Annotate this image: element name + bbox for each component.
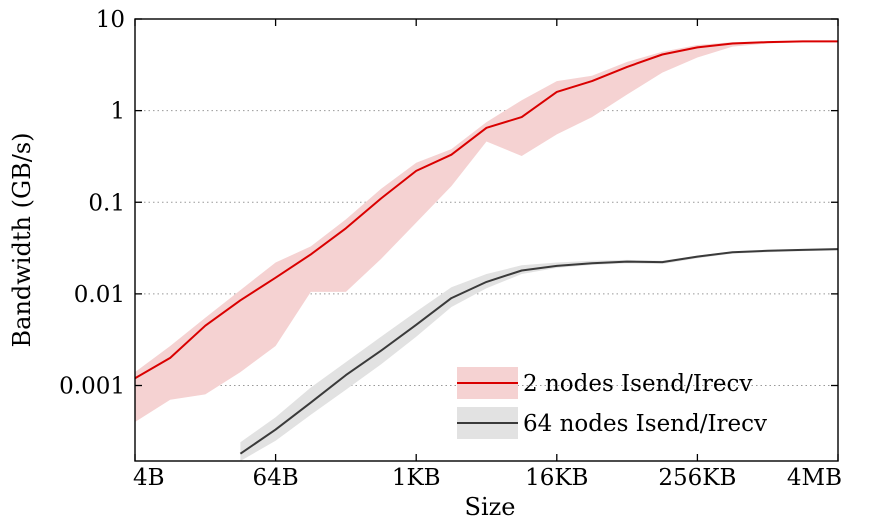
x-tick-label: 4MB [787, 465, 842, 491]
y-tick-label: 10 [96, 7, 125, 33]
series-bands [135, 40, 838, 461]
x-tick-label: 4B [133, 465, 165, 491]
series-2-band [240, 248, 838, 461]
y-axis-label: Bandwidth (GB/s) [8, 132, 36, 347]
legend-label: 64 nodes Isend/Irecv [523, 411, 767, 437]
series-lines [135, 40, 838, 455]
series-1-line [135, 40, 838, 380]
tick-labels: 10 1 0.1 0.01 0.001 4B 64B 1KB 16KB 256KB 4MB [59, 7, 842, 491]
x-tick-label: 1KB [392, 465, 441, 491]
y-tick-label: 0.01 [74, 282, 125, 308]
x-tick-label: 64B [253, 465, 299, 491]
series-2-line [239, 248, 838, 455]
y-tick-label: 0.1 [88, 190, 125, 216]
y-tick-label: 1 [110, 99, 125, 125]
series-1-band [135, 40, 838, 422]
x-tick-label: 16KB [525, 465, 588, 491]
legend-label: 2 nodes Isend/Irecv [523, 371, 752, 397]
plot-frame [134, 18, 839, 462]
y-tick-label: 0.001 [59, 374, 125, 400]
axis-ticks [134, 18, 839, 461]
x-axis-label: Size [465, 493, 516, 521]
x-tick-label: 256KB [658, 465, 736, 491]
legend: 2 nodes Isend/Irecv 64 nodes Isend/Irecv [457, 367, 767, 439]
